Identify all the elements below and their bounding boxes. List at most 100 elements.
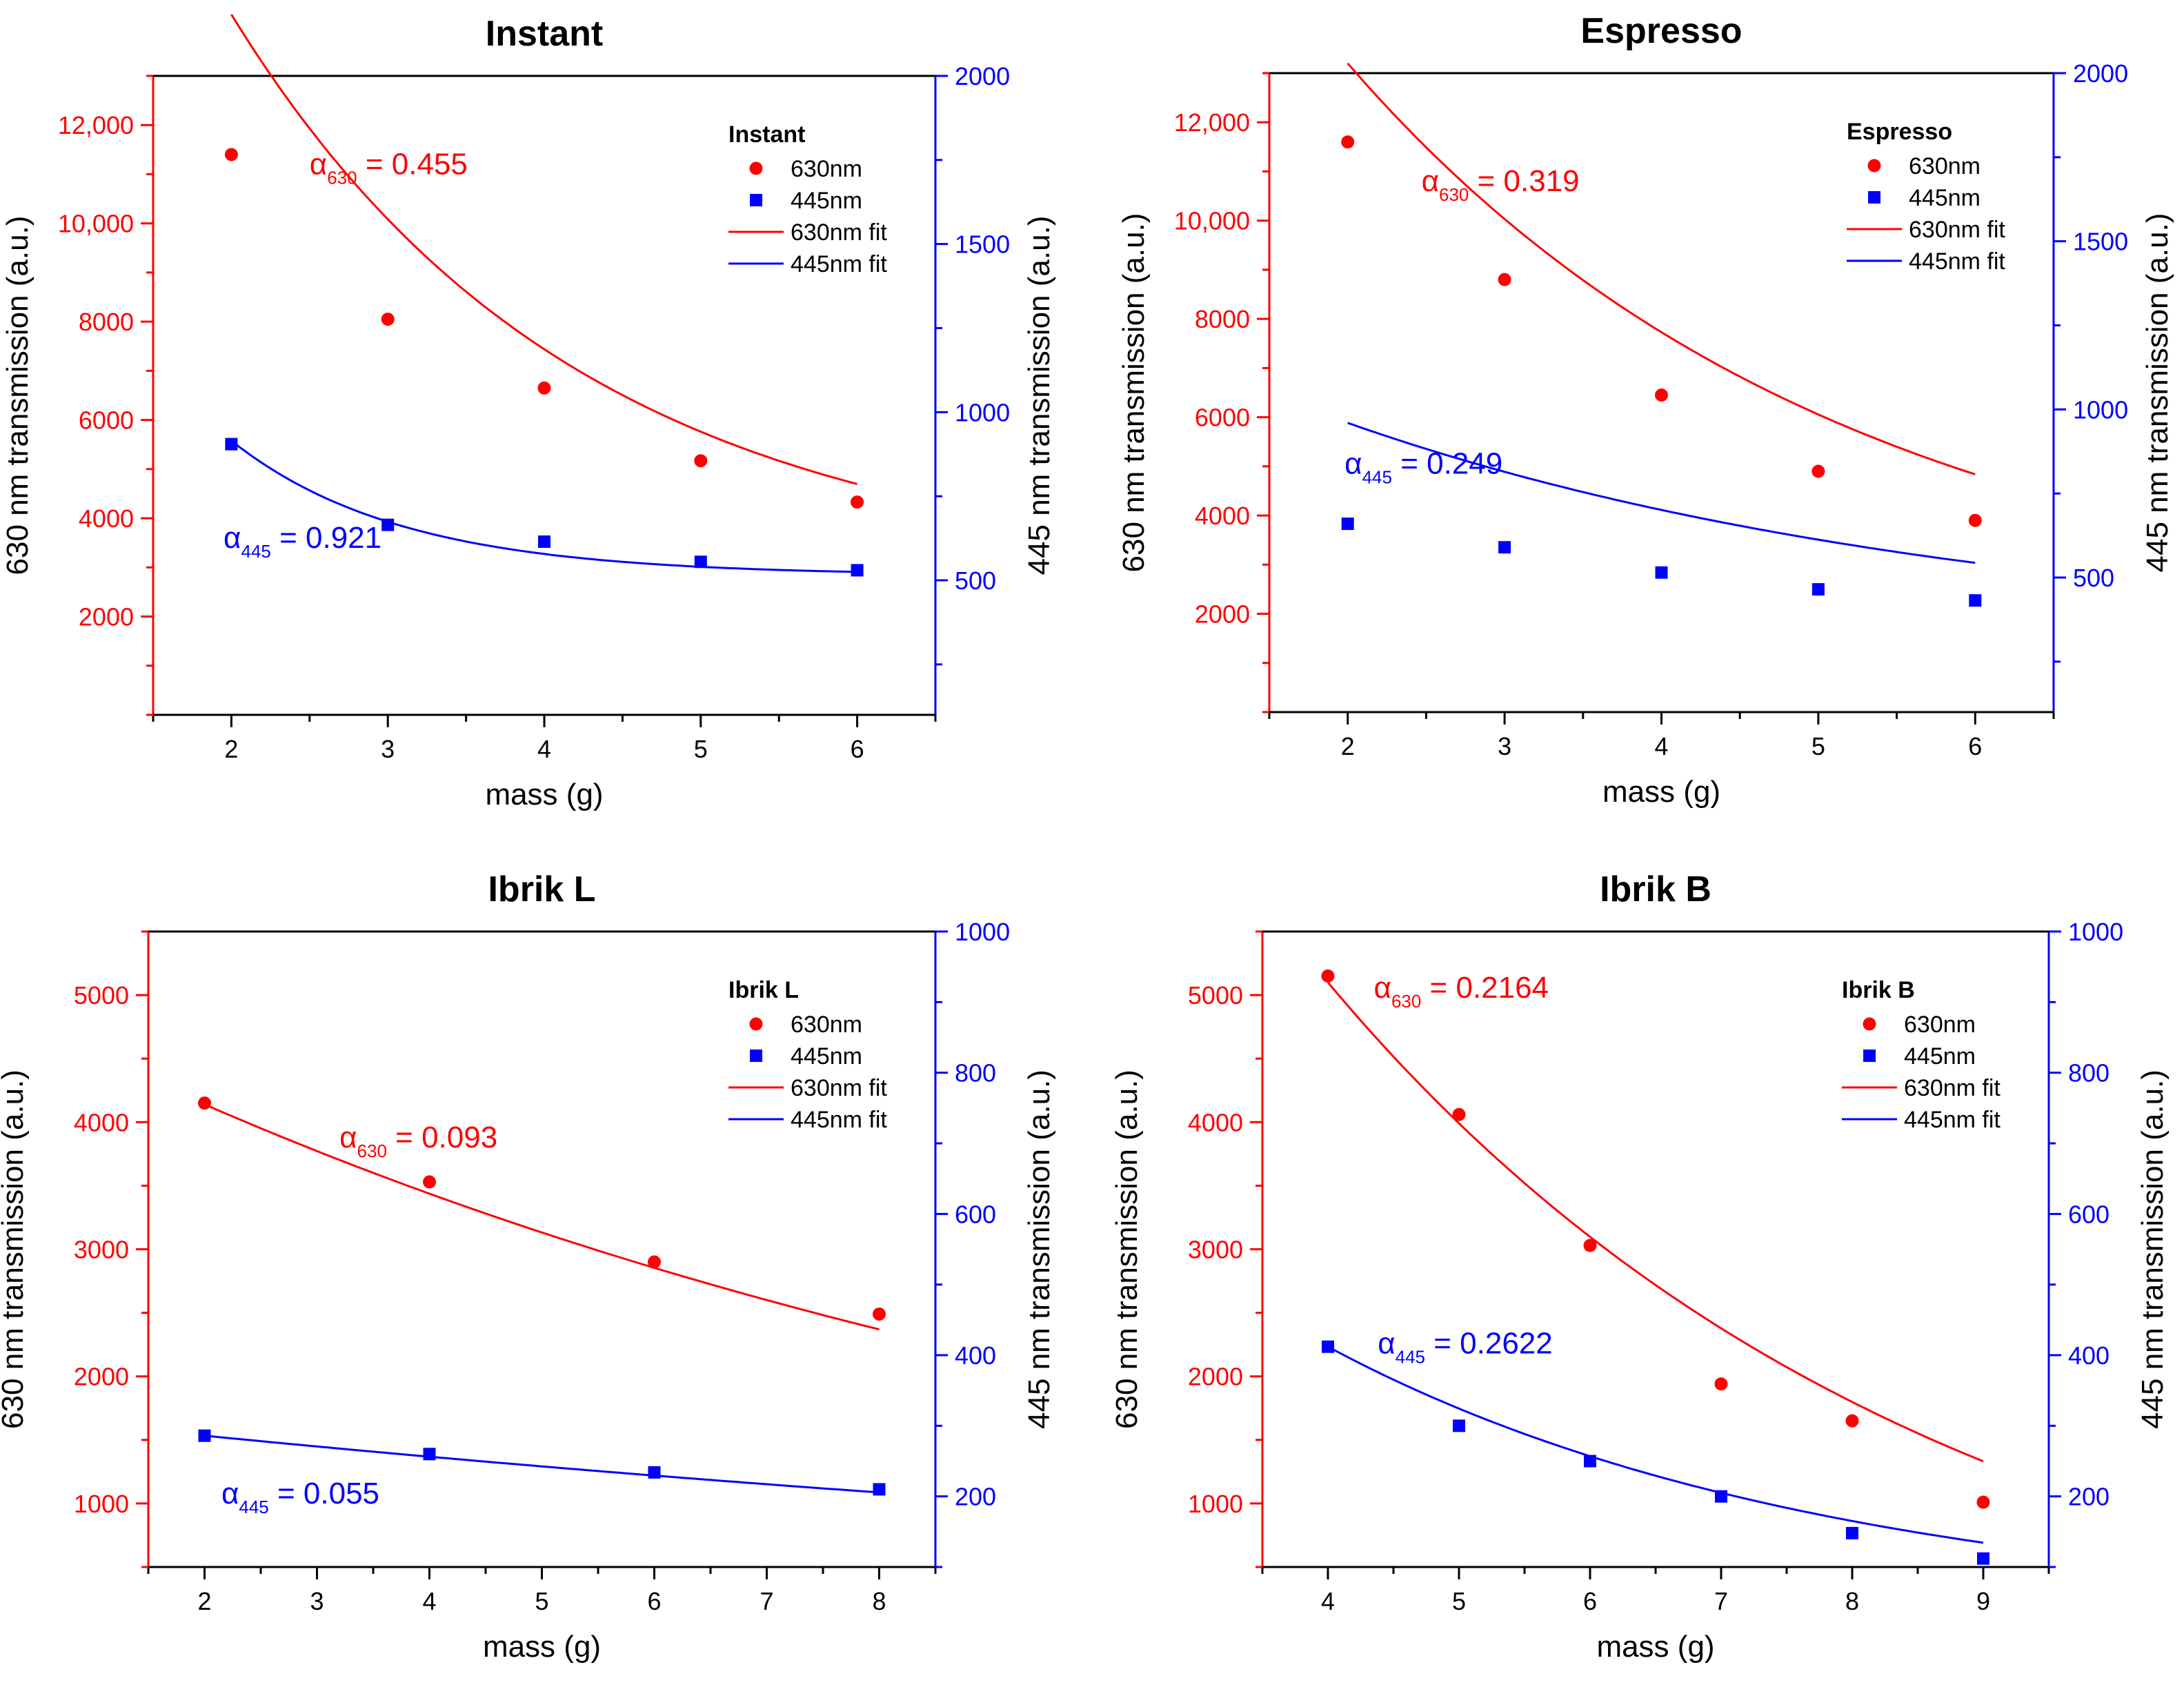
data-point-445nm (1846, 1526, 1858, 1539)
right-y-tick-label: 1000 (2073, 395, 2128, 424)
data-point-630nm (1976, 1495, 1990, 1509)
right-y-tick-label: 400 (2068, 1341, 2109, 1370)
data-point-445nm (1322, 1340, 1334, 1353)
legend-entry: 445nm (1904, 1043, 1976, 1070)
left-y-tick-label: 12,000 (58, 111, 134, 139)
x-tick-label: 5 (535, 1587, 548, 1615)
x-tick-label: 5 (694, 735, 708, 763)
right-y-tick-label: 400 (955, 1341, 996, 1370)
x-tick-label: 4 (1321, 1587, 1335, 1615)
right-y-axis-label: 445 nm transmission (a.u.) (1022, 1070, 1056, 1429)
data-point-445nm (1584, 1455, 1596, 1468)
right-y-tick-label: 1500 (2073, 228, 2128, 256)
data-point-630nm (1498, 273, 1511, 286)
data-point-445nm (694, 555, 707, 569)
legend-marker-445nm (1868, 191, 1880, 204)
legend-marker-630nm (749, 1017, 763, 1031)
chart-panel-2: Espresso 2 3 4 5 6 2000 4000 6000 8000 10,000 12,00… (1117, 11, 2174, 809)
chart-panel-3: Ibrik L 2 3 4 5 6 7 8 1000 2000 3000 4000 5000 200 400… (0, 869, 1056, 1664)
right-y-axis-label: 445 nm transmission (a.u.) (2136, 1070, 2170, 1429)
legend-title: Instant (728, 121, 805, 148)
fit-curve-630nm-fit (1327, 981, 1984, 1463)
legend-title: Ibrik B (1842, 977, 1915, 1003)
data-point-630nm (873, 1307, 886, 1321)
right-y-tick-label: 800 (955, 1059, 996, 1087)
left-y-tick-label: 2000 (1195, 600, 1250, 629)
legend-entry: 445nm fit (791, 1107, 887, 1133)
right-y-tick-label: 500 (955, 566, 996, 595)
alpha-annotation-445: α445 = 0.249 (1344, 447, 1502, 488)
data-point-445nm (648, 1466, 661, 1479)
data-point-630nm (694, 454, 708, 468)
data-point-630nm (1655, 388, 1668, 402)
data-point-630nm (1583, 1239, 1597, 1252)
legend-marker-630nm (749, 161, 763, 175)
x-tick-label: 4 (1654, 732, 1668, 760)
x-tick-label: 2 (224, 735, 238, 763)
chart-title: Espresso (1580, 11, 1742, 51)
x-tick-label: 7 (1714, 1587, 1728, 1615)
data-point-445nm (198, 1429, 211, 1442)
x-tick-label: 3 (310, 1587, 324, 1615)
alpha-annotation-630: α630 = 0.455 (310, 147, 468, 188)
left-y-tick-label: 4000 (74, 1108, 129, 1136)
data-point-445nm (225, 437, 238, 451)
left-y-tick-label: 6000 (79, 406, 134, 435)
legend-marker-630nm (1867, 159, 1881, 173)
fit-curve-630nm-fit (203, 1103, 880, 1331)
legend-entry: 445nm fit (1904, 1107, 2001, 1133)
alpha-annotation-630: α630 = 0.2164 (1374, 971, 1549, 1012)
legend-entry: 630nm (1909, 153, 1981, 179)
legend-entry: 630nm (791, 156, 862, 182)
fit-curve-445nm-fit (204, 1435, 880, 1494)
left-y-tick-label: 2000 (74, 1363, 129, 1391)
data-point-630nm (1811, 464, 1825, 478)
left-y-axis-label: 630 nm transmission (a.u.) (0, 1070, 30, 1429)
x-tick-label: 8 (1845, 1587, 1859, 1615)
right-y-tick-label: 600 (955, 1200, 996, 1228)
data-point-445nm (423, 1448, 436, 1461)
left-y-tick-label: 1000 (74, 1490, 129, 1518)
right-y-axis-label: 445 nm transmission (a.u.) (1022, 216, 1056, 575)
legend-entry: 630nm (791, 1012, 862, 1038)
data-point-445nm (873, 1483, 886, 1496)
data-point-630nm (537, 381, 551, 395)
x-axis-label: mass (g) (485, 778, 603, 811)
data-point-630nm (648, 1255, 661, 1269)
x-tick-label: 3 (1498, 732, 1511, 760)
data-point-630nm (198, 1096, 211, 1110)
data-point-445nm (851, 564, 864, 577)
chart-title: Ibrik B (1600, 869, 1711, 909)
legend: Instant 630nm 445nm 630nm fit 445nm fit (728, 121, 887, 277)
fit-curve-445nm-fit (1347, 422, 1976, 564)
legend-marker-445nm (750, 194, 762, 206)
right-y-tick-label: 200 (955, 1483, 996, 1511)
legend: Ibrik B 630nm 445nm 630nm fit 445nm fit (1842, 977, 2001, 1133)
legend-entry: 445nm (791, 1043, 862, 1070)
fit-curve-630nm-fit (230, 14, 857, 485)
data-point-445nm (1715, 1490, 1727, 1503)
x-axis-label: mass (g) (1602, 775, 1720, 809)
left-y-tick-label: 2000 (79, 603, 134, 631)
left-y-tick-label: 4000 (79, 504, 134, 533)
x-tick-label: 4 (422, 1587, 436, 1615)
left-y-tick-label: 4000 (1195, 502, 1250, 530)
data-point-445nm (1977, 1552, 1989, 1565)
alpha-annotation-445: α445 = 0.2622 (1378, 1327, 1553, 1368)
data-point-630nm (1845, 1414, 1859, 1428)
right-y-axis-label: 445 nm transmission (a.u.) (2141, 213, 2174, 573)
x-tick-label: 4 (537, 735, 551, 763)
left-y-tick-label: 3000 (1188, 1236, 1243, 1264)
x-tick-label: 5 (1452, 1587, 1466, 1615)
right-y-tick-label: 1000 (955, 918, 1010, 946)
right-y-tick-label: 1000 (955, 398, 1010, 426)
alpha-annotation-630: α630 = 0.319 (1422, 164, 1580, 205)
x-axis-label: mass (g) (483, 1630, 601, 1664)
legend-entry: 630nm fit (1909, 217, 2005, 243)
left-y-tick-label: 2000 (1188, 1363, 1243, 1391)
right-y-tick-label: 600 (2068, 1200, 2109, 1228)
left-y-tick-label: 6000 (1195, 404, 1250, 432)
chart-title: Instant (486, 14, 603, 54)
x-tick-label: 6 (1583, 1587, 1597, 1615)
left-y-tick-label: 10,000 (58, 210, 134, 238)
